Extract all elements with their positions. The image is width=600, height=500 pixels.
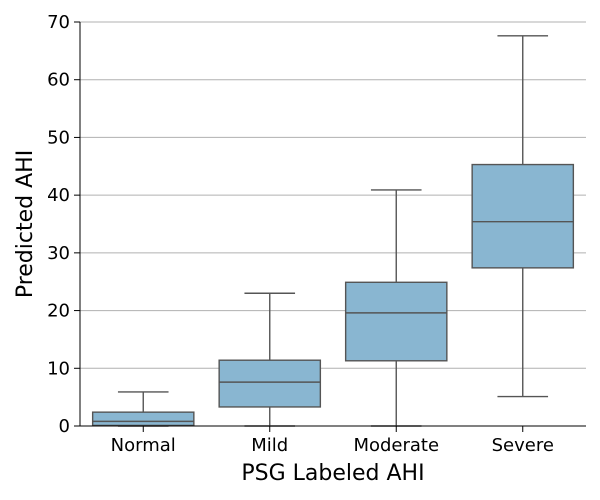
y-axis-title: Predicted AHI	[13, 150, 38, 298]
y-tick-label-50: 50	[47, 127, 70, 148]
iqr-box-mild	[218, 359, 322, 408]
iqr-box-severe	[471, 163, 575, 269]
iqr-box-normal	[91, 411, 195, 427]
box-severe	[471, 35, 575, 398]
x-tick-label-severe: Severe	[492, 435, 554, 456]
x-tick-labels: Normal Mild Moderate Severe	[111, 426, 554, 456]
x-axis-title: PSG Labeled AHI	[241, 461, 424, 486]
y-tick-label-0: 0	[59, 416, 70, 437]
x-tick-label-mild: Mild	[251, 435, 288, 456]
box-normal	[91, 391, 195, 427]
iqr-box-moderate	[344, 281, 448, 362]
box-series	[91, 35, 575, 427]
x-tick-label-moderate: Moderate	[353, 435, 439, 456]
grid-lines	[80, 21, 586, 427]
y-tick-label-20: 20	[47, 301, 70, 322]
y-tick-label-30: 30	[47, 243, 70, 264]
y-tick-label-10: 10	[47, 358, 70, 379]
y-tick-label-40: 40	[47, 185, 70, 206]
box-mild	[218, 292, 322, 427]
box-moderate	[344, 189, 448, 427]
x-tick-label-normal: Normal	[111, 435, 176, 456]
y-tick-label-70: 70	[47, 12, 70, 33]
y-tick-label-60: 60	[47, 70, 70, 91]
axes	[79, 22, 586, 427]
y-tick-labels: 0 10 20 30 40 50 60 70	[47, 12, 80, 437]
